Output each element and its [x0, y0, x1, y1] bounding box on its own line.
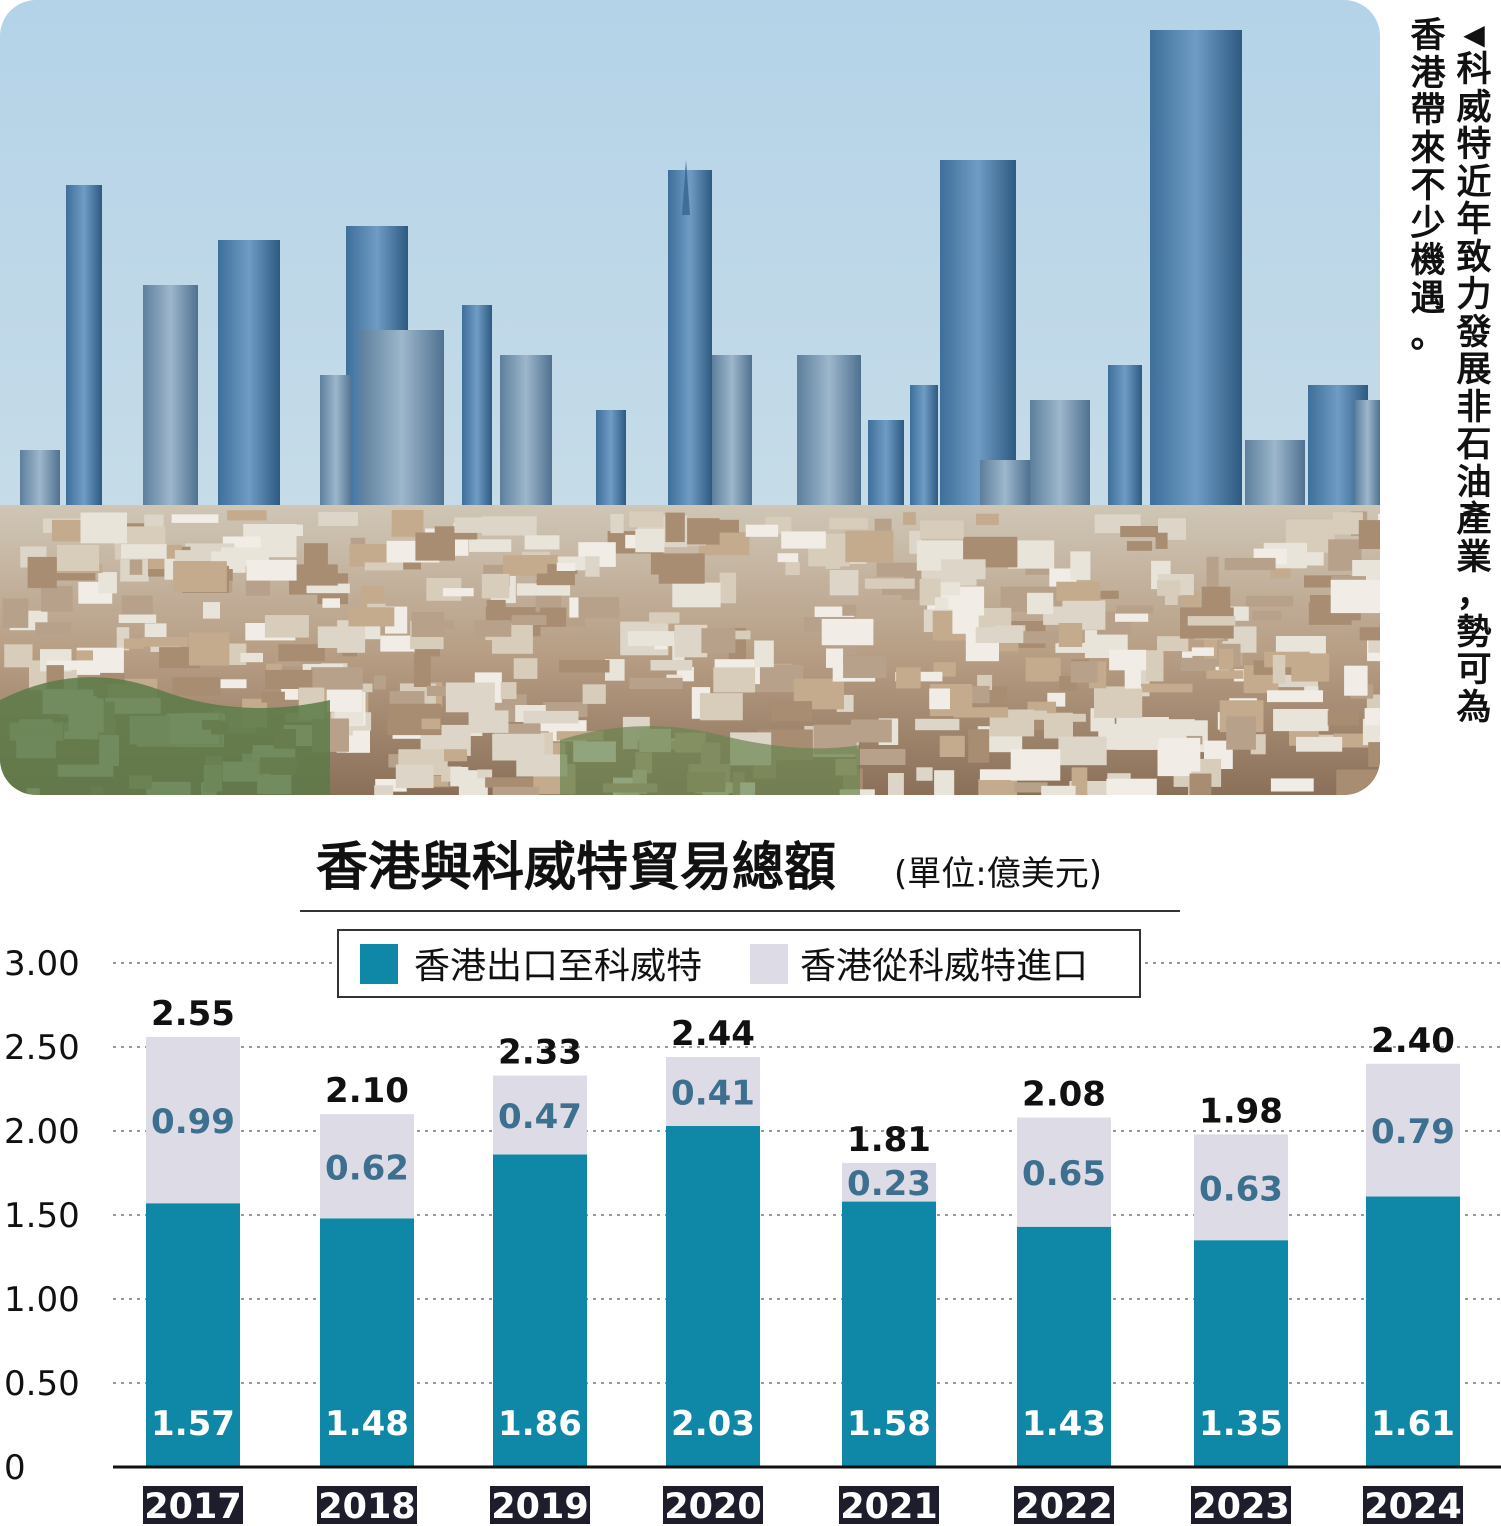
legend-label-import: 香港從科威特進口: [800, 946, 1088, 987]
year-badge-2018: [317, 1486, 417, 1524]
label-total-2024: 2.40: [1371, 1021, 1455, 1061]
label-export-2022: 1.43: [1022, 1404, 1106, 1444]
bar-export-2019: [493, 1154, 587, 1467]
bar-import-2018: [320, 1114, 414, 1219]
x-tick-label-2019: 2019: [491, 1487, 588, 1526]
bar-export-2018: [320, 1218, 414, 1467]
label-total-2022: 2.08: [1022, 1075, 1106, 1115]
bar-export-2024: [1366, 1196, 1460, 1467]
x-tick-label-2023: 2023: [1192, 1487, 1289, 1526]
label-import-2020: 0.41: [671, 1074, 755, 1114]
year-badge-2019: [490, 1486, 590, 1524]
bar-export-2017: [146, 1203, 240, 1467]
legend: 香港出口至科威特 香港從科威特進口: [337, 929, 1141, 998]
legend-swatch-export: [360, 944, 398, 984]
bar-export-2021: [842, 1201, 936, 1467]
label-total-2021: 1.81: [847, 1120, 931, 1160]
bars: 1.57 0.99 2.55 1.48 0.62 2.10 1.86 0.47 2.33 2.03…: [146, 994, 1460, 1467]
bar-import-2024: [1366, 1063, 1460, 1197]
label-import-2021: 0.23: [847, 1164, 931, 1204]
label-total-2018: 2.10: [325, 1071, 409, 1111]
bar-import-2020: [666, 1057, 760, 1126]
x-tick-label-2020: 2020: [664, 1487, 761, 1526]
x-tick-label-2024: 2024: [1364, 1487, 1461, 1526]
label-import-2017: 0.99: [151, 1102, 235, 1142]
label-total-2017: 2.55: [151, 994, 235, 1034]
label-export-2017: 1.57: [151, 1404, 235, 1444]
label-export-2019: 1.86: [498, 1404, 582, 1444]
label-export-2020: 2.03: [671, 1404, 755, 1444]
y-tick-label: 0.50: [4, 1364, 80, 1404]
caption-column-2: 香港帶來不少機遇。: [1410, 16, 1446, 356]
year-badge-2024: [1363, 1486, 1463, 1524]
label-import-2018: 0.62: [325, 1148, 409, 1188]
bar-import-2017: [146, 1036, 240, 1204]
chart-title: 香港與科威特貿易總額: [316, 838, 836, 898]
year-badge-2020: [663, 1486, 763, 1524]
label-total-2023: 1.98: [1199, 1091, 1283, 1131]
chart-unit: (單位:億美元): [894, 854, 1102, 894]
year-badge-2017: [143, 1486, 243, 1524]
y-tick-label: 2.50: [4, 1028, 80, 1068]
bar-export-2020: [666, 1125, 760, 1467]
y-axis-ticks: 3.00 2.50 2.00 1.50 1.00 0.50 0: [4, 944, 80, 1488]
year-badge-2021: [839, 1486, 939, 1524]
y-tick-label: 0: [4, 1448, 26, 1488]
legend-label-export: 香港出口至科威特: [414, 946, 702, 987]
label-import-2024: 0.79: [1371, 1112, 1455, 1152]
label-export-2024: 1.61: [1371, 1404, 1455, 1444]
skyline-photo: [0, 0, 1380, 795]
x-tick-label-2017: 2017: [144, 1487, 241, 1526]
y-tick-label: 1.50: [4, 1196, 80, 1236]
x-tick-label-2021: 2021: [840, 1487, 937, 1526]
label-import-2019: 0.47: [498, 1097, 582, 1137]
label-export-2018: 1.48: [325, 1404, 409, 1444]
bar-import-2022: [1017, 1117, 1111, 1227]
x-axis-labels: 2017 2018 2019 2020 2021 2022 2023 2024: [143, 1486, 1463, 1526]
bar-export-2023: [1194, 1240, 1288, 1467]
label-import-2022: 0.65: [1022, 1154, 1106, 1194]
bar-import-2019: [493, 1075, 587, 1155]
x-tick-label-2018: 2018: [318, 1487, 415, 1526]
label-total-2020: 2.44: [671, 1014, 755, 1054]
year-badge-2022: [1014, 1486, 1114, 1524]
year-badge-2023: [1191, 1486, 1291, 1524]
label-export-2023: 1.35: [1199, 1404, 1283, 1444]
y-tick-label: 3.00: [4, 944, 80, 984]
legend-box: [337, 929, 1141, 998]
label-total-2019: 2.33: [498, 1033, 582, 1073]
label-export-2021: 1.58: [847, 1404, 931, 1444]
label-import-2023: 0.63: [1199, 1169, 1283, 1209]
y-tick-label: 2.00: [4, 1112, 80, 1152]
bar-import-2023: [1194, 1134, 1288, 1241]
y-tick-label: 1.00: [4, 1280, 80, 1320]
bar-import-2021: [842, 1162, 936, 1202]
x-tick-label-2022: 2022: [1015, 1487, 1112, 1526]
caption-column-1: ◀ 科威特近年致力發展非石油產業，勢可為: [1456, 18, 1492, 728]
legend-swatch-import: [750, 944, 788, 984]
bar-export-2022: [1017, 1226, 1111, 1467]
